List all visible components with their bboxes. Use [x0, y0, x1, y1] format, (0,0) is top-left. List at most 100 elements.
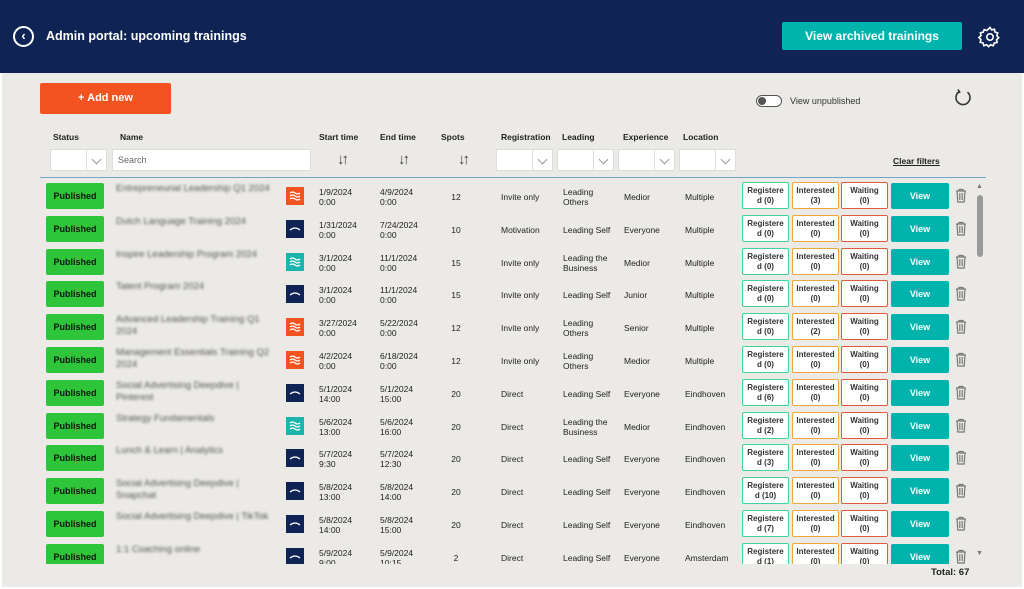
- interested-count-button[interactable]: Interested (0): [792, 542, 839, 564]
- waiting-count-button[interactable]: Waiting (0): [841, 542, 888, 564]
- experience-cell: Everyone: [624, 552, 660, 563]
- refresh-icon[interactable]: [953, 88, 973, 108]
- table-row: Published Inspire Leadership Program 2024…: [0, 244, 1024, 277]
- waiting-count-button[interactable]: Waiting (0): [841, 510, 888, 537]
- registration-filter-dropdown[interactable]: [496, 149, 553, 171]
- waiting-count-button[interactable]: Waiting (0): [841, 214, 888, 242]
- interested-count-button[interactable]: Interested (0): [792, 411, 839, 439]
- waiting-count-button[interactable]: Waiting (0): [841, 477, 888, 505]
- interested-count-button[interactable]: Interested (0): [792, 378, 839, 406]
- registered-count-button[interactable]: Registere d (0): [742, 280, 789, 308]
- registered-count-button[interactable]: Registere d (10): [742, 477, 789, 505]
- trash-icon[interactable]: [955, 450, 967, 465]
- leading-cell: Leading Others: [563, 187, 594, 207]
- gear-icon[interactable]: [978, 25, 1002, 49]
- sort-start-icon[interactable]: ↓↑: [337, 151, 349, 168]
- trash-icon[interactable]: [955, 549, 967, 564]
- registered-count-button[interactable]: Registere d (0): [742, 182, 789, 209]
- view-button[interactable]: View: [891, 379, 949, 406]
- registered-count-button[interactable]: Registere d (0): [742, 214, 789, 242]
- view-button[interactable]: View: [891, 248, 949, 275]
- view-button[interactable]: View: [891, 478, 949, 505]
- waiting-count-button[interactable]: Waiting (0): [841, 346, 888, 373]
- waiting-count-button[interactable]: Waiting (0): [841, 378, 888, 406]
- interested-count-button[interactable]: Interested (3): [792, 182, 839, 209]
- view-button[interactable]: View: [891, 347, 949, 373]
- trash-icon[interactable]: [955, 319, 967, 334]
- waiting-count-button[interactable]: Waiting (0): [841, 444, 888, 472]
- end-time-cell: 5/22/2024 0:00: [380, 318, 418, 339]
- chevron-down-icon: [532, 150, 552, 170]
- view-archived-button[interactable]: View archived trainings: [782, 22, 962, 50]
- registered-count-button[interactable]: Registere d (0): [742, 346, 789, 373]
- column-header-status: Status: [53, 132, 79, 142]
- registration-cell: Invite only: [501, 323, 540, 334]
- view-button[interactable]: View: [891, 543, 949, 564]
- leading-cell: Leading the Business: [563, 252, 608, 273]
- waiting-count-button[interactable]: Waiting (0): [841, 280, 888, 308]
- registered-count-button[interactable]: Registere d (7): [742, 510, 789, 537]
- trash-icon[interactable]: [955, 516, 967, 531]
- trash-icon[interactable]: [955, 221, 967, 236]
- leading-filter-dropdown[interactable]: [557, 149, 614, 171]
- view-unpublished-toggle[interactable]: [756, 95, 782, 107]
- interested-count-button[interactable]: Interested (0): [792, 214, 839, 242]
- back-button[interactable]: ‹: [13, 26, 34, 47]
- scrollbar-thumb[interactable]: [977, 195, 983, 257]
- waiting-count-button[interactable]: Waiting (0): [841, 247, 888, 275]
- trash-icon[interactable]: [955, 483, 967, 498]
- status-badge: Published: [46, 478, 104, 505]
- interested-count-button[interactable]: Interested (0): [792, 346, 839, 373]
- waiting-count-button[interactable]: Waiting (0): [841, 182, 888, 209]
- registered-count-button[interactable]: Registere d (0): [742, 247, 789, 275]
- interested-count-button[interactable]: Interested (0): [792, 247, 839, 275]
- registration-cell: Direct: [501, 487, 524, 498]
- name-search-input[interactable]: [112, 149, 311, 171]
- trash-icon[interactable]: [955, 188, 967, 203]
- experience-filter-dropdown[interactable]: [618, 149, 675, 171]
- registration-cell: Invite only: [501, 257, 540, 268]
- registered-count-button[interactable]: Registere d (0): [742, 313, 789, 341]
- view-button[interactable]: View: [891, 215, 949, 242]
- waiting-count-button[interactable]: Waiting (0): [841, 411, 888, 439]
- registered-count-button[interactable]: Registere d (3): [742, 444, 789, 472]
- experience-cell: Everyone: [624, 454, 660, 465]
- sort-end-icon[interactable]: ↓↑: [398, 151, 410, 168]
- brand-logo-icon: [286, 219, 304, 238]
- spots-cell: 2: [453, 552, 459, 563]
- waiting-count-button[interactable]: Waiting (0): [841, 313, 888, 341]
- end-time-cell: 11/1/2024 0:00: [380, 252, 418, 273]
- view-button[interactable]: View: [891, 314, 949, 341]
- view-button[interactable]: View: [891, 445, 949, 472]
- clear-filters-link[interactable]: Clear filters: [893, 156, 940, 166]
- trash-icon[interactable]: [955, 385, 967, 400]
- trash-icon[interactable]: [955, 286, 967, 301]
- view-button[interactable]: View: [891, 281, 949, 308]
- status-badge: Published: [46, 543, 104, 564]
- view-button[interactable]: View: [891, 511, 949, 537]
- view-button[interactable]: View: [891, 183, 949, 209]
- interested-count-button[interactable]: Interested (0): [792, 510, 839, 537]
- scroll-up-icon[interactable]: ▲: [976, 183, 983, 190]
- interested-count-button[interactable]: Interested (2): [792, 313, 839, 341]
- end-time-cell: 5/8/2024 14:00: [380, 482, 414, 503]
- interested-count-button[interactable]: Interested (0): [792, 280, 839, 308]
- view-button[interactable]: View: [891, 412, 949, 439]
- interested-count-button[interactable]: Interested (0): [792, 477, 839, 505]
- registered-count-button[interactable]: Registere d (2): [742, 411, 789, 439]
- interested-count-button[interactable]: Interested (0): [792, 444, 839, 472]
- registered-count-button[interactable]: Registere d (1): [742, 542, 789, 564]
- location-cell: Multiple: [685, 356, 715, 366]
- column-header-registration: Registration: [501, 132, 551, 142]
- trash-icon[interactable]: [955, 352, 967, 367]
- trash-icon[interactable]: [955, 418, 967, 433]
- registered-count-button[interactable]: Registere d (6): [742, 378, 789, 406]
- add-new-button[interactable]: + Add new: [40, 83, 171, 114]
- trash-icon[interactable]: [955, 254, 967, 269]
- table-row: Published Social Advertising Deepdive | S…: [0, 473, 1024, 506]
- sort-spots-icon[interactable]: ↓↑: [458, 151, 470, 168]
- scroll-down-icon[interactable]: ▼: [976, 550, 983, 557]
- location-filter-dropdown[interactable]: [679, 149, 736, 171]
- start-time-cell: 3/27/2024 0:00: [319, 318, 357, 339]
- status-filter-dropdown[interactable]: [50, 149, 107, 171]
